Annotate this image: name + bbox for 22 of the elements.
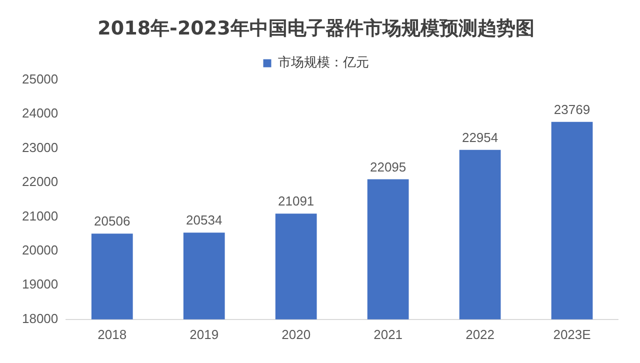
y-tick-label: 21000: [22, 208, 58, 224]
chart-title: 2018年-2023年中国电子器件市场规模预测趋势图: [98, 17, 534, 40]
y-tick-label: 22000: [22, 174, 58, 190]
x-tick-label: 2022: [466, 326, 494, 342]
data-label: 20506: [94, 214, 130, 229]
y-tick-label: 18000: [22, 310, 58, 326]
x-tick-label: 2018: [98, 326, 127, 342]
data-label: 21091: [278, 194, 314, 209]
data-label: 22954: [462, 130, 498, 145]
x-tick-label: 2019: [190, 326, 219, 342]
data-label: 20534: [186, 212, 222, 228]
legend-label: 市场规模：亿元: [278, 56, 369, 71]
y-tick-label: 20000: [22, 242, 58, 258]
data-label: 23769: [554, 102, 590, 118]
x-tick-label: 2021: [374, 326, 403, 342]
y-tick-label: 23000: [22, 140, 58, 155]
x-tick-label: 2023E: [553, 326, 592, 342]
x-tick-label: 2020: [282, 326, 311, 342]
y-tick-label: 19000: [22, 276, 58, 292]
y-tick-label: 24000: [22, 106, 58, 121]
data-label: 22095: [370, 159, 406, 174]
y-tick-label: 25000: [22, 71, 58, 86]
